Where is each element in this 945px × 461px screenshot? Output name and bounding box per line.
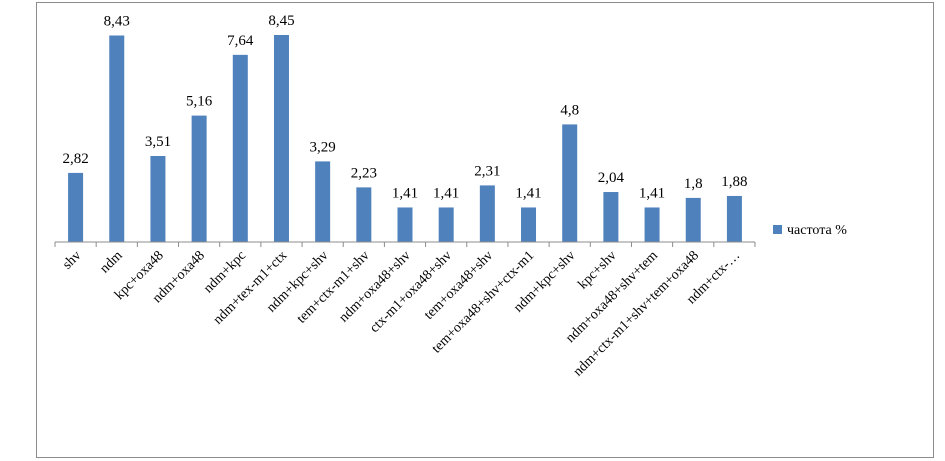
bar xyxy=(521,207,537,242)
x-axis xyxy=(54,241,756,247)
data-label: 1,8 xyxy=(684,176,703,192)
bar xyxy=(603,192,619,242)
data-label: 2,23 xyxy=(351,165,377,181)
legend-label: частота % xyxy=(787,223,847,238)
bar xyxy=(191,115,207,242)
data-label: 8,45 xyxy=(268,13,294,29)
bar xyxy=(68,172,84,242)
legend-swatch xyxy=(773,225,782,234)
data-label: 1,41 xyxy=(515,185,541,201)
bar xyxy=(438,207,454,242)
bar xyxy=(273,35,289,242)
data-label: 1,41 xyxy=(639,185,665,201)
bar xyxy=(562,124,578,242)
category-label: tem+ctx-m1+shv xyxy=(294,248,372,326)
data-label: 5,16 xyxy=(186,94,213,110)
bar xyxy=(479,185,495,242)
bars-layer xyxy=(68,35,742,242)
data-label: 1,88 xyxy=(721,174,747,190)
data-label: 2,04 xyxy=(598,170,625,186)
data-label: 8,43 xyxy=(104,13,130,29)
legend: частота % xyxy=(773,223,847,238)
data-label: 4,8 xyxy=(560,102,579,118)
bar xyxy=(109,35,125,242)
data-label: 3,29 xyxy=(310,139,336,155)
category-label: shv xyxy=(60,248,84,272)
bar xyxy=(644,207,660,242)
data-label: 1,41 xyxy=(392,185,418,201)
category-labels-layer: shv ndmkpc+oxa48ndm+oxa48ndm+kpcndm+tex-m… xyxy=(60,248,743,379)
data-label: 2,82 xyxy=(62,151,88,167)
bar xyxy=(356,187,372,242)
data-label: 7,64 xyxy=(227,33,254,49)
data-label: 1,41 xyxy=(433,185,459,201)
bar xyxy=(726,195,742,242)
bar xyxy=(397,207,413,242)
data-label: 3,51 xyxy=(145,134,171,150)
bar xyxy=(150,156,166,242)
value-labels-layer: 2,82 8,43 3,51 5,16 7,64 8,45 3,29 2,23 1,41 1,41… xyxy=(62,13,747,201)
bar xyxy=(315,161,331,242)
category-label: ndm xyxy=(97,248,125,276)
bar xyxy=(685,197,701,242)
category-label: ndm+tex-m1+ctx xyxy=(211,248,291,328)
data-label: 2,31 xyxy=(474,163,500,179)
category-label: ndm+oxa48+shv xyxy=(337,248,414,325)
bar xyxy=(232,54,248,242)
